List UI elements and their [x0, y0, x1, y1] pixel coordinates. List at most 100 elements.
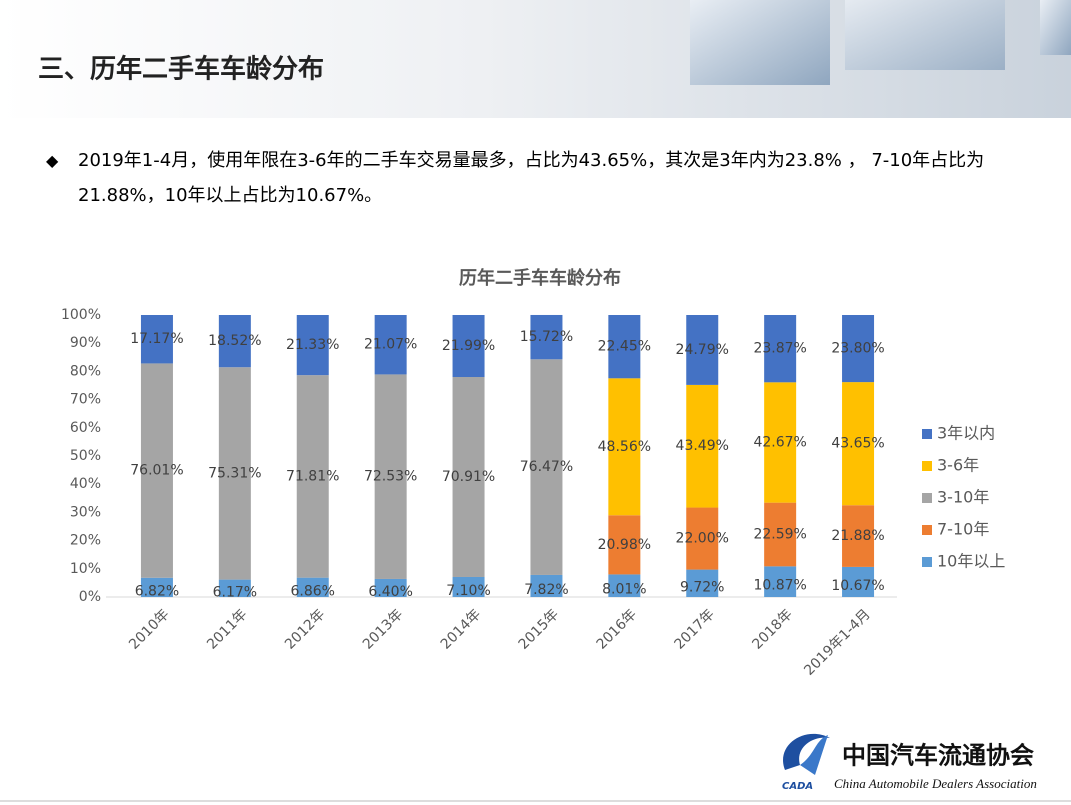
bar-segment	[608, 574, 641, 597]
value-label: 7.10%	[446, 583, 490, 599]
bar-segment	[296, 375, 329, 578]
value-label: 21.88%	[831, 528, 884, 544]
legend-label: 7-10年	[937, 520, 989, 539]
value-label: 9.72%	[680, 579, 724, 595]
x-tick-label: 2018年	[749, 606, 795, 652]
bar-segment	[686, 315, 719, 385]
value-label: 20.98%	[598, 537, 651, 553]
value-label: 23.80%	[831, 341, 884, 357]
bar-segment	[842, 566, 875, 597]
bar-segment	[530, 359, 563, 575]
value-label: 15.72%	[520, 329, 573, 345]
legend-label: 3-10年	[937, 488, 989, 507]
bar-segment	[842, 505, 875, 567]
y-tick-label: 20%	[70, 533, 101, 549]
x-tick-label: 2017年	[671, 606, 717, 652]
logo-abbr: CADA	[782, 781, 813, 792]
bar-segment	[764, 382, 797, 503]
y-tick-label: 40%	[70, 476, 101, 492]
bar-segment	[842, 382, 875, 506]
x-tick-label: 2016年	[594, 606, 640, 652]
header-block	[690, 0, 830, 85]
legend-swatch	[922, 493, 932, 503]
header-title: 三、历年二手车车龄分布	[38, 54, 324, 85]
legend-swatch	[922, 525, 932, 535]
bar-segment	[296, 577, 329, 597]
value-label: 22.59%	[753, 526, 806, 542]
bar-segment	[452, 315, 485, 378]
value-label: 22.00%	[676, 531, 729, 547]
legend-swatch	[922, 461, 932, 471]
y-tick-label: 60%	[70, 420, 101, 436]
legend-swatch	[922, 429, 932, 439]
bar-segment	[140, 577, 173, 597]
bar-segment	[764, 502, 797, 567]
bar-segment	[218, 367, 251, 580]
bar-segment	[842, 315, 875, 383]
bar-segment	[608, 378, 641, 516]
legend-label: 3年以内	[937, 424, 995, 443]
value-label: 22.45%	[598, 339, 651, 355]
bar-segment	[140, 363, 173, 578]
x-tick-label: 2019年1-4月	[801, 606, 873, 678]
bar-segment	[530, 314, 563, 360]
bar-segment	[608, 515, 641, 575]
bar-segment	[686, 507, 719, 570]
value-label: 24.79%	[676, 342, 729, 358]
bar-segment	[530, 574, 563, 597]
bar-segment	[140, 315, 173, 364]
logo: CADA 中国汽车流通协会 China Automobile Dealers A…	[782, 733, 1037, 792]
x-tick-label: 2011年	[204, 606, 250, 652]
bar-segment	[374, 315, 407, 375]
bar-segment	[374, 578, 407, 597]
value-label: 6.17%	[213, 584, 257, 600]
value-label: 10.67%	[831, 578, 884, 594]
value-label: 21.07%	[364, 337, 417, 353]
bar-segment	[686, 569, 719, 597]
value-label: 7.82%	[524, 582, 568, 598]
value-label: 70.91%	[442, 469, 495, 485]
y-tick-label: 80%	[70, 363, 101, 379]
legend-label: 10年以上	[937, 552, 1005, 571]
value-label: 23.87%	[753, 341, 806, 357]
x-tick-label: 2015年	[516, 606, 562, 652]
value-label: 6.40%	[368, 584, 412, 600]
logo-name-en: China Automobile Dealers Association	[834, 776, 1037, 791]
value-label: 43.65%	[831, 436, 884, 452]
logo-name-cn: 中国汽车流通协会	[842, 741, 1034, 770]
bar-segment	[764, 315, 797, 383]
value-label: 75.31%	[208, 465, 261, 481]
bar-segment	[374, 374, 407, 579]
value-label: 10.87%	[753, 578, 806, 594]
y-tick-label: 70%	[70, 392, 101, 408]
y-tick-label: 10%	[70, 561, 101, 577]
bullet-icon: ◆	[46, 151, 59, 170]
value-label: 21.33%	[286, 337, 339, 353]
logo-swirl	[800, 735, 828, 775]
x-tick-label: 2014年	[438, 606, 484, 652]
value-label: 43.49%	[676, 438, 729, 454]
value-label: 48.56%	[598, 439, 651, 455]
value-label: 42.67%	[753, 434, 806, 450]
x-tick-label: 2013年	[360, 606, 406, 652]
value-label: 8.01%	[602, 582, 646, 598]
value-label: 76.47%	[520, 459, 573, 475]
x-tick-label: 2010年	[126, 606, 172, 652]
bar-segment	[218, 579, 251, 597]
legend-label: 3-6年	[937, 456, 979, 475]
header-block	[1040, 0, 1071, 55]
header-block	[845, 0, 1005, 70]
value-label: 72.53%	[364, 469, 417, 485]
bar-segment	[452, 377, 485, 577]
y-tick-label: 0%	[79, 589, 101, 605]
chart: 历年二手车车龄分布 0% 10% 20% 30% 40% 50% 60% 70% 80% 90% 1…	[61, 267, 1005, 679]
y-tick-label: 50%	[70, 448, 101, 464]
chart-title: 历年二手车车龄分布	[459, 267, 621, 289]
value-label: 21.99%	[442, 338, 495, 354]
y-tick-label: 90%	[70, 335, 101, 351]
bar-segment	[764, 566, 797, 597]
logo-swirl	[783, 733, 830, 770]
bar-segment	[452, 576, 485, 597]
value-label: 18.52%	[208, 333, 261, 349]
